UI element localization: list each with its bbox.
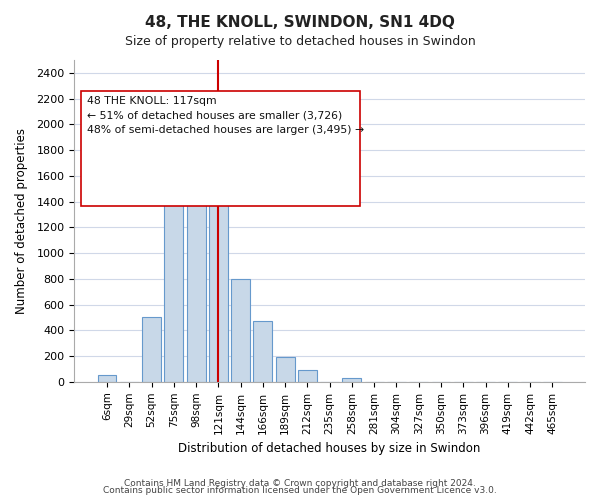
Bar	[187, 131, 206, 382]
X-axis label: Distribution of detached houses by size in Swindon: Distribution of detached houses by size …	[178, 442, 481, 455]
Text: 48, THE KNOLL, SWINDON, SN1 4DQ: 48, THE KNOLL, SWINDON, SN1 4DQ	[145, 15, 455, 30]
Bar	[275, 358, 295, 382]
Bar	[343, 378, 361, 382]
Text: Contains public sector information licensed under the Open Government Licence v3: Contains public sector information licen…	[103, 486, 497, 495]
Text: Contains HM Land Registry data © Crown copyright and database right 2024.: Contains HM Land Registry data © Crown c…	[124, 478, 476, 488]
Bar	[253, 322, 272, 382]
Bar	[209, 178, 228, 382]
Bar	[164, 178, 183, 382]
Y-axis label: Number of detached properties: Number of detached properties	[15, 128, 28, 314]
Bar	[231, 279, 250, 382]
Bar	[298, 370, 317, 382]
Text: 48 THE KNOLL: 117sqm
← 51% of detached houses are smaller (3,726)
48% of semi-de: 48 THE KNOLL: 117sqm ← 51% of detached h…	[87, 96, 364, 136]
Text: Size of property relative to detached houses in Swindon: Size of property relative to detached ho…	[125, 35, 475, 48]
Bar	[142, 318, 161, 382]
Bar	[98, 376, 116, 382]
